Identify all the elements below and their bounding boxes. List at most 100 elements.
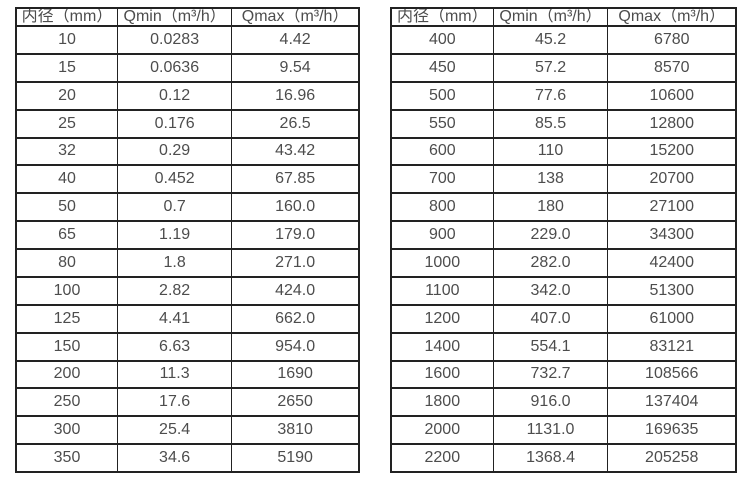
table-row: 200 11.3 1690 (15, 359, 360, 390)
flow-table-large-diameters-container: 内径（mm） Qmin（m³/h） Qmax（m³/h） 400 45.2 6780 45… (390, 7, 737, 473)
table-cell: 26.5 (231, 108, 360, 139)
table-cell: 179.0 (231, 220, 360, 250)
table-row: 32 0.29 43.42 (15, 136, 360, 167)
table-row: 100 2.82 424.0 (15, 275, 360, 306)
column-header: 内径（mm） (15, 7, 119, 27)
flow-table-small-diameters-container: 内径（mm） Qmin（m³/h） Qmax（m³/h） 10 0.0283 4.42 1… (15, 7, 360, 473)
table-row: 300 25.4 3810 (15, 415, 360, 446)
table-cell: 2200 (390, 443, 494, 473)
table-cell: 83121 (607, 331, 737, 362)
table-cell: 424.0 (231, 275, 360, 306)
table-row: 900 229.0 34300 (390, 220, 737, 250)
table-cell: 600 (390, 136, 494, 167)
table-row: 500 77.6 10600 (390, 80, 737, 111)
table-row: 15 0.0636 9.54 (15, 52, 360, 83)
table-row: 800 180 27100 (390, 192, 737, 223)
table-cell: 42400 (607, 248, 737, 278)
table-cell: 20700 (607, 164, 737, 195)
table-row: 250 17.6 2650 (15, 387, 360, 418)
column-header: Qmin（m³/h） (492, 7, 609, 27)
table-cell: 342.0 (492, 275, 609, 306)
table-cell: 916.0 (492, 387, 609, 418)
table-cell: 5190 (231, 443, 360, 473)
table-cell: 1.8 (117, 248, 233, 278)
table-cell: 20 (15, 80, 119, 111)
table-cell: 17.6 (117, 387, 233, 418)
table-row: 40 0.452 67.85 (15, 164, 360, 195)
table-cell: 1131.0 (492, 415, 609, 446)
table-cell: 954.0 (231, 331, 360, 362)
table-row: 20 0.12 16.96 (15, 80, 360, 111)
table-cell: 1100 (390, 275, 494, 306)
table-cell: 34.6 (117, 443, 233, 473)
column-header: Qmax（m³/h） (231, 7, 360, 27)
table-row: 1800 916.0 137404 (390, 387, 737, 418)
table-cell: 1000 (390, 248, 494, 278)
table-row: 10 0.0283 4.42 (15, 25, 360, 55)
table-cell: 45.2 (492, 25, 609, 55)
table-cell: 9.54 (231, 52, 360, 83)
table-cell: 169635 (607, 415, 737, 446)
table-cell: 11.3 (117, 359, 233, 390)
table-row: 125 4.41 662.0 (15, 303, 360, 334)
table-row: 2200 1368.4 205258 (390, 443, 737, 473)
table-cell: 57.2 (492, 52, 609, 83)
column-header: Qmax（m³/h） (607, 7, 737, 27)
table-cell: 0.7 (117, 192, 233, 223)
table-cell: 4.42 (231, 25, 360, 55)
table-cell: 250 (15, 387, 119, 418)
table-cell: 4.41 (117, 303, 233, 334)
table-row: 25 0.176 26.5 (15, 108, 360, 139)
table-cell: 3810 (231, 415, 360, 446)
table-cell: 0.0636 (117, 52, 233, 83)
table-cell: 282.0 (492, 248, 609, 278)
table-cell: 51300 (607, 275, 737, 306)
table-cell: 2.82 (117, 275, 233, 306)
table-cell: 6.63 (117, 331, 233, 362)
table-row: 1400 554.1 83121 (390, 331, 737, 362)
table-row: 700 138 20700 (390, 164, 737, 195)
table-row: 350 34.6 5190 (15, 443, 360, 473)
table-cell: 554.1 (492, 331, 609, 362)
table-cell: 100 (15, 275, 119, 306)
table-cell: 300 (15, 415, 119, 446)
table-cell: 61000 (607, 303, 737, 334)
table-row: 65 1.19 179.0 (15, 220, 360, 250)
table-cell: 12800 (607, 108, 737, 139)
table-cell: 65 (15, 220, 119, 250)
table-cell: 108566 (607, 359, 737, 390)
table-cell: 900 (390, 220, 494, 250)
table-cell: 271.0 (231, 248, 360, 278)
table-cell: 1690 (231, 359, 360, 390)
table-cell: 43.42 (231, 136, 360, 167)
table-cell: 15200 (607, 136, 737, 167)
table-row: 80 1.8 271.0 (15, 248, 360, 278)
table-cell: 1.19 (117, 220, 233, 250)
table-cell: 662.0 (231, 303, 360, 334)
table-cell: 0.29 (117, 136, 233, 167)
table-cell: 40 (15, 164, 119, 195)
table-cell: 50 (15, 192, 119, 223)
table-cell: 110 (492, 136, 609, 167)
table-cell: 0.176 (117, 108, 233, 139)
table-row: 1600 732.7 108566 (390, 359, 737, 390)
flow-table-large-diameters: 内径（mm） Qmin（m³/h） Qmax（m³/h） 400 45.2 6780 45… (390, 7, 737, 473)
table-row: 450 57.2 8570 (390, 52, 737, 83)
table-cell: 229.0 (492, 220, 609, 250)
table-row: 400 45.2 6780 (390, 25, 737, 55)
table-row: 550 85.5 12800 (390, 108, 737, 139)
flow-table-small-diameters: 内径（mm） Qmin（m³/h） Qmax（m³/h） 10 0.0283 4.42 1… (15, 7, 360, 473)
table-header-row: 内径（mm） Qmin（m³/h） Qmax（m³/h） (390, 7, 737, 27)
table-row: 50 0.7 160.0 (15, 192, 360, 223)
table-cell: 160.0 (231, 192, 360, 223)
table-cell: 1200 (390, 303, 494, 334)
table-cell: 550 (390, 108, 494, 139)
table-cell: 85.5 (492, 108, 609, 139)
column-header: Qmin（m³/h） (117, 7, 233, 27)
table-cell: 2000 (390, 415, 494, 446)
column-header: 内径（mm） (390, 7, 494, 27)
table-cell: 77.6 (492, 80, 609, 111)
table-cell: 1800 (390, 387, 494, 418)
table-cell: 1400 (390, 331, 494, 362)
